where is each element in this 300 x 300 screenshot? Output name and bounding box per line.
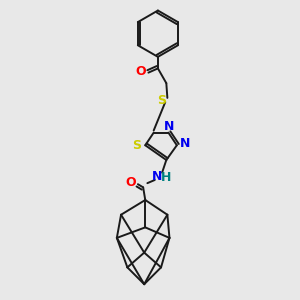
Text: H: H — [161, 171, 172, 184]
Text: O: O — [125, 176, 136, 189]
Text: N: N — [152, 170, 162, 183]
Text: S: S — [132, 139, 141, 152]
Text: N: N — [164, 120, 175, 133]
Text: S: S — [158, 94, 166, 106]
Text: N: N — [180, 137, 190, 150]
Text: O: O — [136, 65, 146, 78]
